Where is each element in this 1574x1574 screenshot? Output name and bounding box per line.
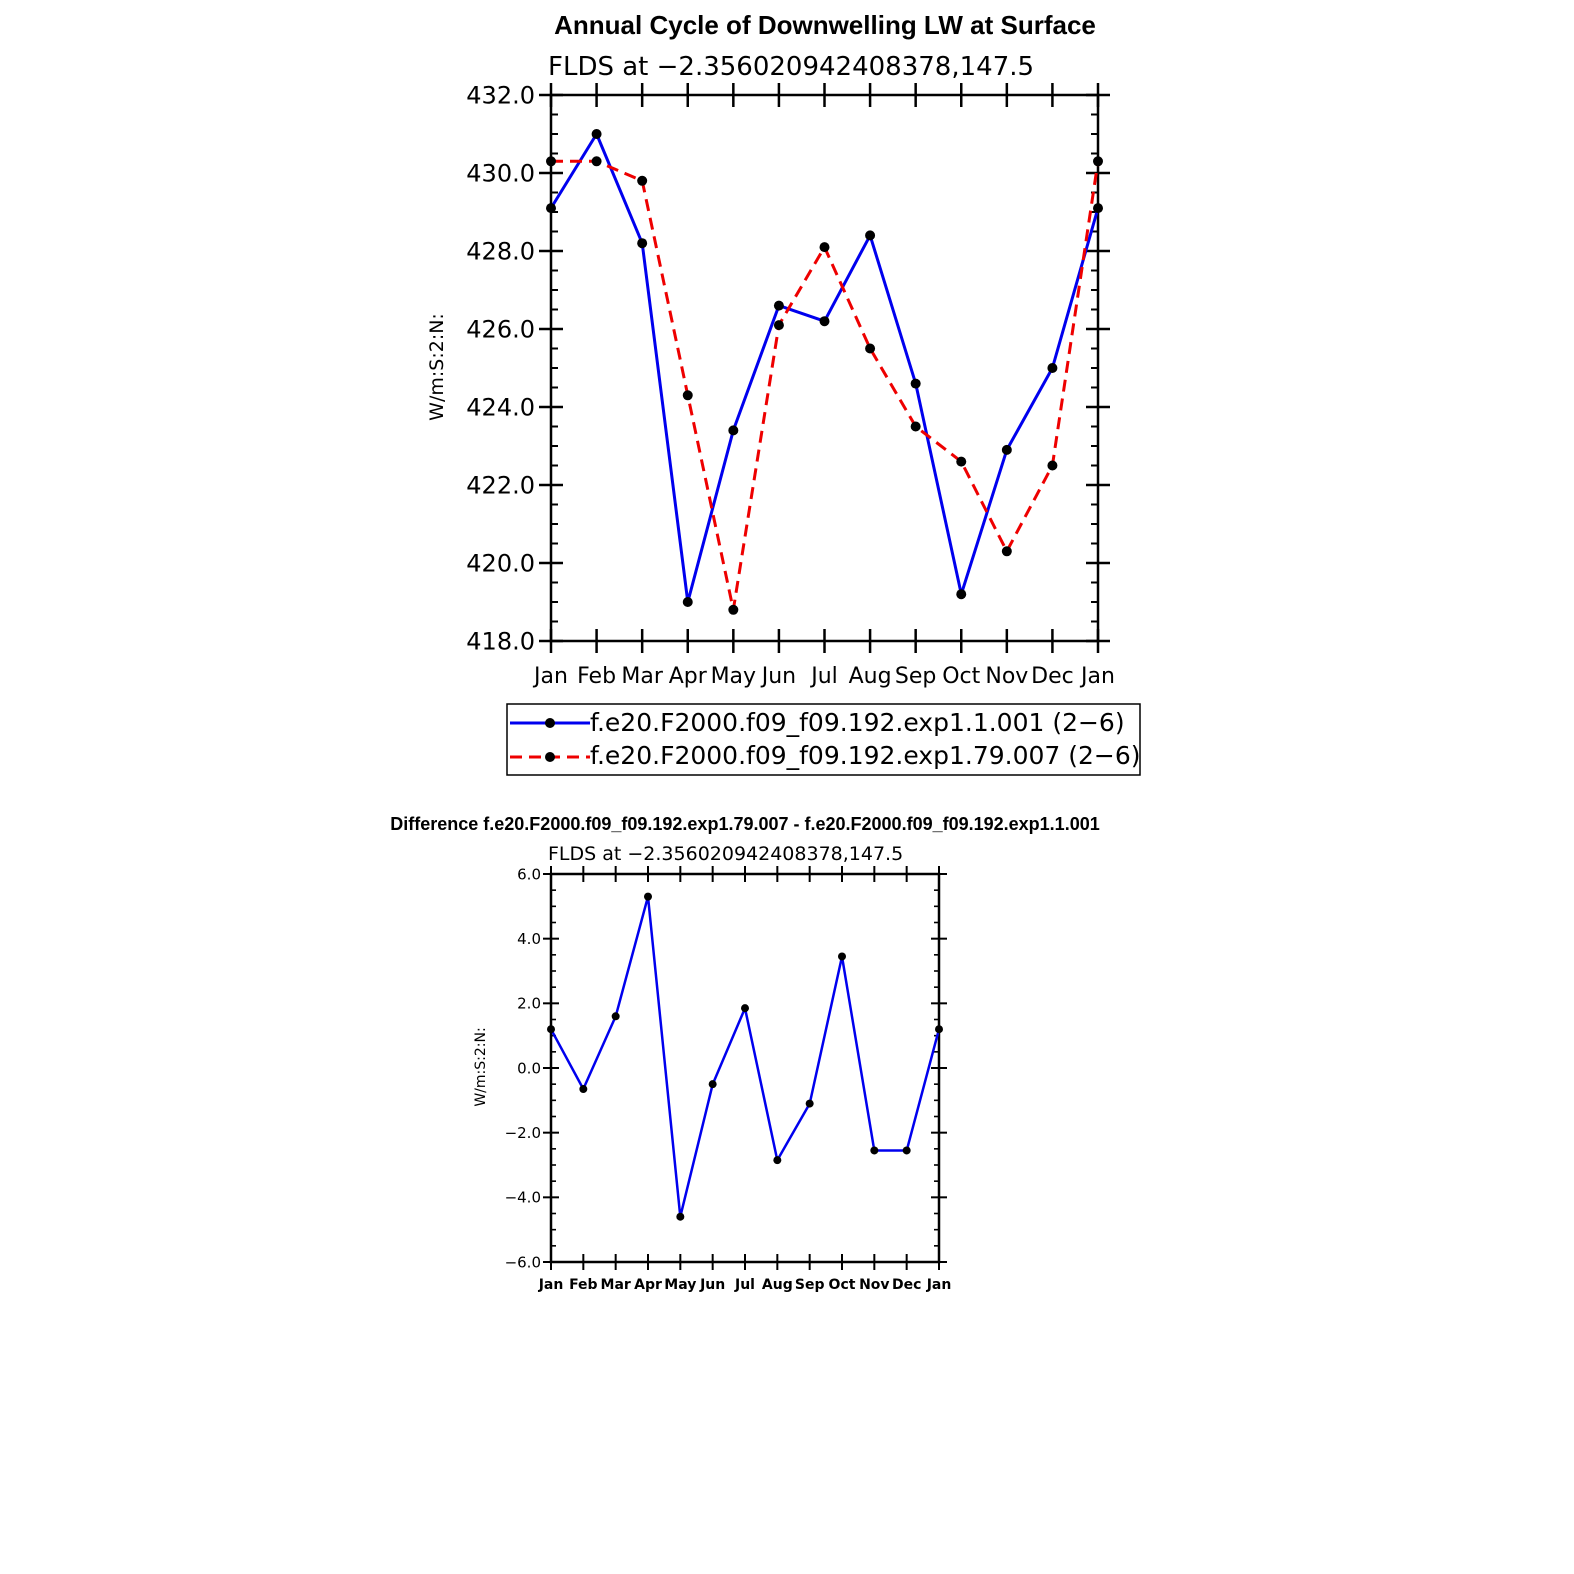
data-point-series-1: [773, 1156, 782, 1165]
x-tick-label: Jun: [699, 1277, 725, 1293]
y-tick-label: −4.0: [505, 1189, 541, 1207]
data-point-series-2: [773, 320, 784, 331]
x-tick-label: Feb: [577, 664, 616, 689]
annual-cycle-chart: 418.0 420.0 422.0 424.0 426.0 428.0 430.0 432.0…: [466, 82, 1115, 689]
legend-marker-series-2: [545, 752, 555, 762]
y-tick-label: −6.0: [505, 1253, 541, 1271]
data-point-series-2: [865, 343, 876, 354]
data-point-series-1: [676, 1212, 685, 1221]
data-point-series-1: [865, 230, 876, 241]
data-point-series-1: [637, 238, 648, 249]
x-tick-label: Oct: [942, 664, 980, 689]
data-point-series-1: [547, 1025, 555, 1034]
x-tick-label: Jun: [760, 664, 796, 689]
x-tick-label: Jan: [926, 1277, 952, 1293]
x-tick-label: May: [664, 1277, 696, 1293]
data-point-series-1: [682, 597, 693, 607]
data-point-series-2: [591, 156, 602, 167]
data-point-series-1: [546, 203, 556, 214]
y-tick-label: 422.0: [466, 472, 535, 500]
data-point-series-1: [708, 1080, 717, 1089]
data-point-series-2: [1047, 460, 1058, 471]
data-point-series-1: [1047, 363, 1058, 373]
x-tick-label: Aug: [762, 1277, 793, 1293]
x-tick-label: Jul: [734, 1277, 755, 1293]
legend-marks: [510, 718, 590, 762]
y-tick-label: 420.0: [466, 550, 535, 578]
x-tick-label: Nov: [985, 664, 1028, 689]
data-point-series-1: [805, 1099, 814, 1108]
y-tick-label: −2.0: [505, 1124, 541, 1142]
data-point-series-2: [546, 156, 556, 167]
y-axis-label: W/m:S:2:N:: [426, 313, 448, 421]
y-tick-label: 6.0: [517, 865, 541, 883]
data-point-series-1: [870, 1146, 879, 1155]
data-point-series-1: [579, 1085, 588, 1094]
x-tick-label: Apr: [669, 664, 708, 689]
legend-label-series-2: f.e20.F2000.f09_f09.192.exp1.79.007 (2−6…: [590, 741, 1141, 770]
y-tick-label: 426.0: [466, 316, 535, 344]
data-point-series-2: [1093, 156, 1103, 167]
x-tick-label: Mar: [601, 1277, 631, 1293]
x-tick-label: Jan: [532, 664, 568, 689]
data-point-series-2: [956, 456, 967, 467]
data-point-series-2: [682, 390, 693, 401]
legend-box: [506, 703, 1141, 776]
difference-y-axis-label: W/m:S:2:N:: [473, 1027, 489, 1106]
series-line-2: [551, 159, 1100, 612]
x-tick-label: Aug: [849, 664, 892, 689]
y-tick-label: 0.0: [517, 1059, 541, 1077]
data-point-series-2: [728, 604, 739, 615]
legend-marker-series-1: [545, 718, 555, 728]
x-tick-label: Oct: [829, 1277, 856, 1293]
data-point-series-1: [838, 952, 846, 961]
x-tick-label: Mar: [621, 664, 663, 689]
y-tick-label: 2.0: [517, 995, 541, 1013]
y-tick-label: 4.0: [517, 930, 541, 948]
data-point-series-1: [910, 378, 921, 389]
x-tick-label: May: [711, 664, 756, 689]
data-point-series-1: [728, 425, 739, 436]
data-point-series-2: [1001, 546, 1012, 557]
data-point-series-2: [819, 242, 830, 253]
data-point-series-1: [1093, 203, 1103, 214]
y-tick-label: 432.0: [466, 82, 535, 110]
x-tick-label: Apr: [634, 1277, 662, 1293]
difference-chart-title: Difference f.e20.F2000.f09_f09.192.exp1.…: [390, 814, 1099, 834]
data-point-series-2: [637, 175, 648, 186]
data-point-series-1: [935, 1025, 943, 1034]
difference-chart-subtitle: FLDS at −2.356020942408378,147.5: [548, 843, 903, 865]
data-point-series-1: [902, 1146, 911, 1155]
data-point-series-1: [956, 589, 967, 600]
legend-label-series-1: f.e20.F2000.f09_f09.192.exp1.1.001 (2−6): [590, 708, 1125, 737]
data-point-series-1: [819, 316, 830, 327]
series-line-1: [549, 895, 941, 1218]
x-tick-label: Jan: [1079, 664, 1115, 689]
chart-subtitle: FLDS at −2.356020942408378,147.5: [548, 52, 1034, 82]
data-point-series-2: [910, 421, 921, 432]
y-tick-label: 418.0: [466, 628, 535, 656]
x-tick-label: Jan: [538, 1277, 564, 1293]
x-tick-label: Nov: [859, 1277, 889, 1293]
plot-frame: [549, 872, 941, 1264]
x-tick-label: Dec: [1031, 664, 1074, 689]
x-tick-label: Dec: [892, 1277, 921, 1293]
x-tick-label: Jul: [809, 664, 838, 689]
data-point-series-1: [644, 892, 652, 901]
y-tick-label: 430.0: [466, 160, 535, 188]
y-tick-label: 428.0: [466, 238, 535, 266]
x-tick-label: Sep: [895, 664, 936, 689]
x-tick-label: Sep: [795, 1277, 825, 1293]
data-point-series-1: [611, 1012, 620, 1021]
data-point-series-1: [741, 1004, 749, 1013]
data-point-series-1: [591, 129, 602, 139]
data-point-series-1: [1001, 444, 1012, 455]
chart-title: Annual Cycle of Downwelling LW at Surfac…: [554, 10, 1096, 40]
data-point-series-1: [773, 300, 784, 311]
x-tick-label: Feb: [569, 1277, 598, 1293]
y-tick-label: 424.0: [466, 394, 535, 422]
